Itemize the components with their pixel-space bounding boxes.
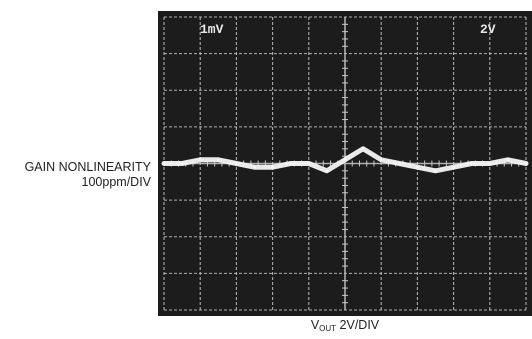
channel-scale-label-right: 2V <box>480 22 496 37</box>
y-axis-label-line2: 100ppm/DIV <box>81 175 151 189</box>
data-point <box>379 158 383 162</box>
y-axis-label-line1: GAIN NONLINEARITY <box>24 160 151 174</box>
data-point <box>216 158 220 162</box>
data-point <box>361 147 365 151</box>
data-point <box>325 169 329 173</box>
x-axis-label-scale: 2V/DIV <box>339 318 380 332</box>
data-point <box>198 158 202 162</box>
data-point <box>488 162 492 165</box>
plot-area: 1mV 2V <box>161 16 529 311</box>
data-point <box>162 162 166 165</box>
data-point <box>234 162 238 165</box>
data-point <box>524 162 528 165</box>
data-point <box>397 162 401 165</box>
data-point <box>271 165 275 169</box>
grid <box>163 16 527 311</box>
data-point <box>343 158 347 162</box>
traces <box>161 146 529 174</box>
x-axis-label: VOUT 2V/DIV <box>158 318 532 333</box>
data-point <box>434 169 437 173</box>
y-axis-label: GAIN NONLINEARITY 100ppm/DIV <box>0 160 151 190</box>
data-point <box>506 158 510 162</box>
data-point <box>253 165 256 169</box>
data-point <box>289 162 293 165</box>
data-point <box>452 165 456 169</box>
data-point <box>180 162 184 165</box>
x-axis-label-subscript: OUT <box>319 324 337 333</box>
oscilloscope-screen: 1mV 2V <box>158 11 532 316</box>
data-point <box>307 162 311 165</box>
data-point <box>470 162 474 165</box>
channel-scale-label-left: 1mV <box>200 22 224 37</box>
data-point <box>415 165 419 169</box>
x-axis-label-main: V <box>310 318 320 332</box>
